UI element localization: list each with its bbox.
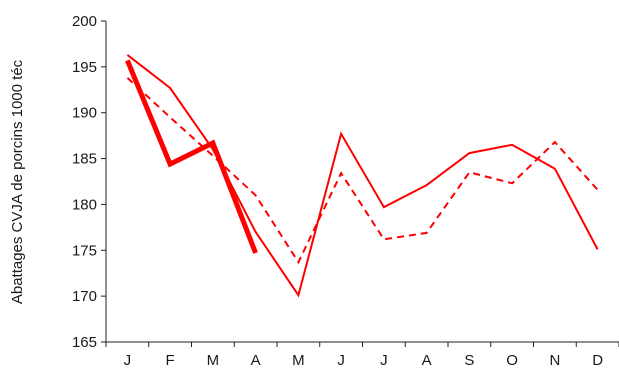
x-tick-label: M [207, 352, 220, 367]
x-tick-label: J [380, 352, 388, 367]
x-tick-label: A [251, 352, 261, 367]
x-tick-label: S [464, 352, 474, 367]
y-tick-label: 180 [72, 196, 97, 213]
y-tick-label: 195 [72, 59, 97, 76]
x-tick-label: D [592, 352, 603, 367]
y-tick-label: 185 [72, 151, 97, 168]
y-axis-title: Abattages CVJA de porcins 1000 téc [9, 59, 26, 304]
x-tick-label: M [292, 352, 305, 367]
series-line-3-solid-thick [125, 59, 258, 254]
x-tick-label: J [337, 352, 345, 367]
y-tick-label: 165 [72, 334, 97, 351]
y-tick-label: 200 [72, 13, 97, 30]
x-tick-label: J [124, 352, 132, 367]
x-tick-label: A [422, 352, 432, 367]
series-line-1-solid-thin [126, 54, 599, 298]
y-tick-label: 170 [72, 288, 97, 305]
y-tick-label: 175 [72, 242, 97, 259]
x-tick-label: F [166, 352, 175, 367]
x-tick-label: N [549, 352, 560, 367]
series-layer [125, 54, 599, 298]
axes: 165 170 175 180 185 190 195 200 J F M A M J J A S O N D [72, 13, 619, 369]
x-tick-label: O [506, 352, 518, 367]
y-tick-label: 190 [72, 105, 97, 122]
series-line-2-dashed [126, 77, 599, 265]
